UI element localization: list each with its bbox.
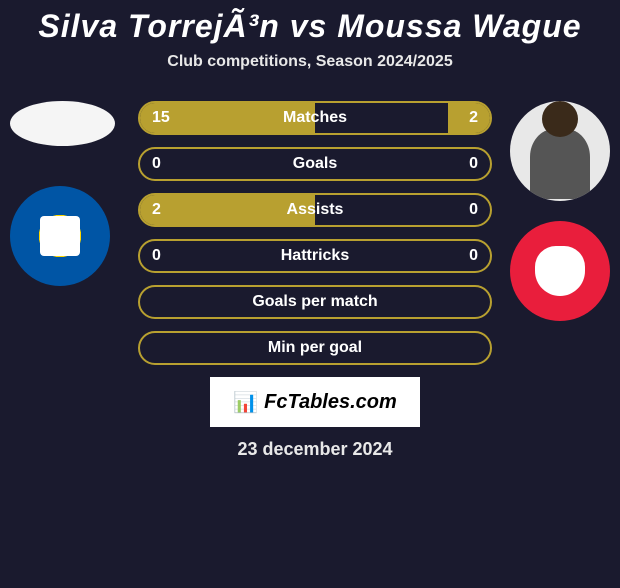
- stat-right-value: 2: [469, 109, 478, 127]
- stat-row-matches: 15 Matches 2: [138, 101, 492, 135]
- page-title: Silva TorrejÃ³n vs Moussa Wague: [0, 8, 620, 45]
- stat-left-value: 0: [152, 247, 161, 265]
- branding-badge[interactable]: 📊 FcTables.com: [210, 377, 420, 427]
- stat-row-goals-per-match: Goals per match: [138, 285, 492, 319]
- branding-label: FcTables.com: [264, 391, 397, 414]
- chart-icon: 📊: [233, 390, 258, 415]
- stat-row-min-per-goal: Min per goal: [138, 331, 492, 365]
- stat-label: Min per goal: [268, 339, 362, 357]
- stat-label: Goals per match: [252, 293, 377, 311]
- stat-left-value: 0: [152, 155, 161, 173]
- club-right-badge: [510, 221, 610, 321]
- club-left-inner-icon: [40, 216, 80, 256]
- stat-label: Matches: [283, 109, 347, 127]
- right-avatars-column: [510, 101, 610, 341]
- left-avatars-column: [10, 101, 110, 306]
- stat-right-value: 0: [469, 155, 478, 173]
- page-subtitle: Club competitions, Season 2024/2025: [0, 53, 620, 71]
- stat-row-assists: 2 Assists 0: [138, 193, 492, 227]
- player-right-avatar: [510, 101, 610, 201]
- player-silhouette-icon: [530, 129, 590, 199]
- stat-label: Goals: [293, 155, 337, 173]
- player-left-avatar: [10, 101, 115, 146]
- stat-label: Assists: [287, 201, 344, 219]
- stat-row-hattricks: 0 Hattricks 0: [138, 239, 492, 273]
- stat-left-value: 15: [152, 109, 170, 127]
- stat-row-goals: 0 Goals 0: [138, 147, 492, 181]
- stat-right-value: 0: [469, 201, 478, 219]
- stat-bars-container: 15 Matches 2 0 Goals 0 2 Assists 0 0 Hat…: [138, 101, 492, 460]
- stat-right-value: 0: [469, 247, 478, 265]
- club-left-badge: [10, 186, 110, 286]
- stat-label: Hattricks: [281, 247, 349, 265]
- comparison-date: 23 december 2024: [138, 439, 492, 460]
- stat-left-value: 2: [152, 201, 161, 219]
